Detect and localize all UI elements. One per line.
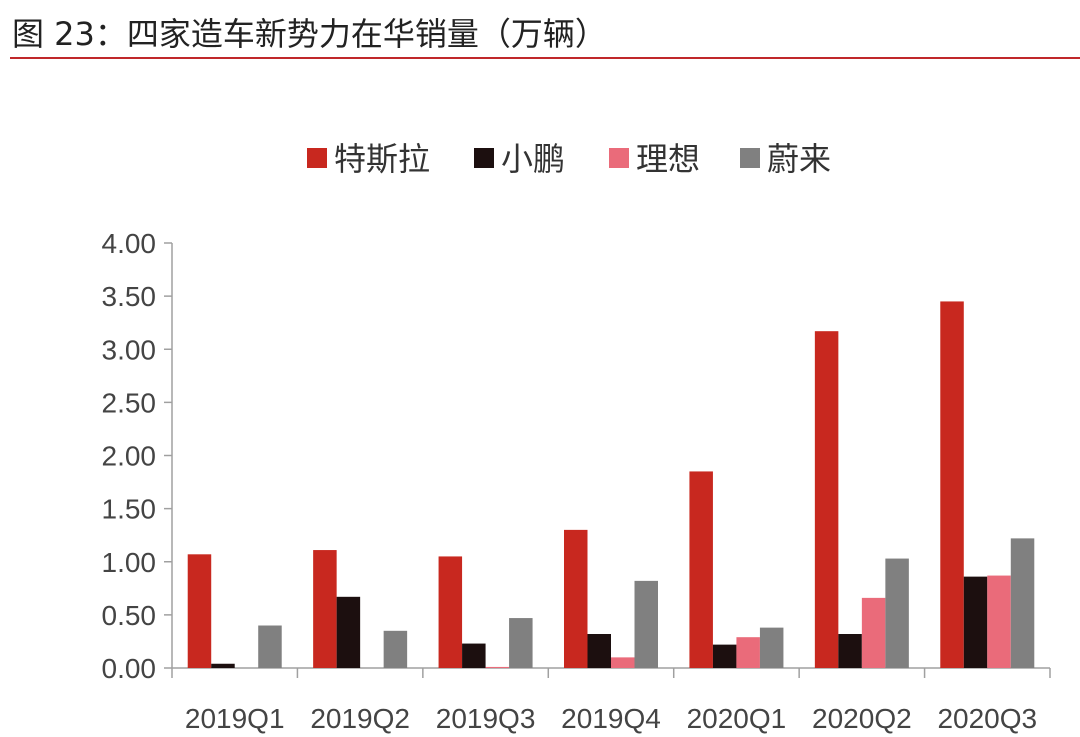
bar-小鹏-2020Q3	[963, 576, 988, 668]
bar-特斯拉-2019Q1	[187, 554, 212, 668]
legend-label: 理想	[636, 140, 700, 178]
bar-蔚来-2020Q2	[885, 558, 909, 668]
bar-蔚来-2019Q2	[383, 630, 408, 668]
bar-理想-2020Q1	[736, 637, 760, 668]
legend-label: 小鹏	[501, 140, 565, 178]
figure-title: 图 23：四家造车新势力在华销量（万辆）	[12, 15, 607, 53]
bar-理想-2020Q2	[861, 597, 886, 668]
y-tick-label: 3.50	[102, 281, 157, 312]
bar-蔚来-2019Q3	[509, 618, 533, 668]
x-tick-label: 2020Q2	[812, 703, 912, 734]
title-divider	[10, 57, 1080, 59]
x-tick-label: 2020Q1	[687, 703, 787, 734]
bar-理想-2019Q4	[611, 657, 635, 668]
legend-swatch	[740, 148, 760, 168]
bar-特斯拉-2020Q2	[814, 331, 839, 668]
bar-理想-2020Q3	[987, 575, 1011, 668]
legend-swatch	[474, 148, 494, 168]
bar-小鹏-2020Q2	[838, 634, 862, 668]
y-tick-label: 2.00	[102, 441, 157, 472]
y-axis: 0.00 0.50 1.00 1.50 2.00 2.50 3.00 3.50 4.00	[102, 228, 173, 684]
bar-特斯拉-2020Q1	[689, 471, 713, 668]
bar-理想-2019Q3	[485, 666, 510, 668]
x-tick-label: 2019Q3	[436, 703, 536, 734]
bar-特斯拉-2019Q4	[564, 529, 588, 668]
bar-蔚来-2019Q1	[258, 625, 282, 668]
chart-legend: 特斯拉 小鹏 理想 蔚来	[307, 140, 831, 178]
y-tick-label: 0.50	[102, 600, 157, 631]
y-tick-label: 2.50	[102, 387, 157, 418]
y-tick-label: 4.00	[102, 228, 157, 259]
legend-label: 特斯拉	[334, 140, 430, 178]
bar-小鹏-2019Q4	[587, 634, 611, 668]
bar-蔚来-2019Q4	[634, 580, 658, 668]
x-tick-label: 2019Q4	[561, 703, 661, 734]
bar-小鹏-2019Q1	[211, 663, 235, 668]
x-tick-label: 2019Q2	[310, 703, 410, 734]
bar-小鹏-2019Q2	[336, 596, 361, 668]
bar-小鹏-2019Q3	[462, 643, 486, 668]
bar-特斯拉-2019Q2	[313, 550, 337, 668]
chart-bars	[187, 301, 1035, 668]
legend-swatch	[609, 148, 629, 168]
bar-特斯拉-2020Q3	[940, 301, 964, 668]
bar-蔚来-2020Q3	[1010, 538, 1035, 668]
bar-蔚来-2020Q1	[759, 627, 784, 668]
x-tick-label: 2020Q3	[937, 703, 1037, 734]
x-axis: 2019Q1 2019Q2 2019Q3 2019Q4 2020Q1 2020Q2 2020…	[171, 667, 1051, 734]
y-tick-label: 3.00	[102, 334, 157, 365]
x-tick-label: 2019Q1	[185, 703, 285, 734]
y-tick-label: 1.00	[102, 547, 157, 578]
y-tick-label: 1.50	[102, 494, 157, 525]
legend-label: 蔚来	[767, 140, 831, 178]
y-tick-label: 0.00	[102, 653, 157, 684]
bar-小鹏-2020Q1	[712, 644, 737, 668]
legend-swatch	[307, 148, 327, 168]
bar-特斯拉-2019Q3	[438, 556, 463, 668]
